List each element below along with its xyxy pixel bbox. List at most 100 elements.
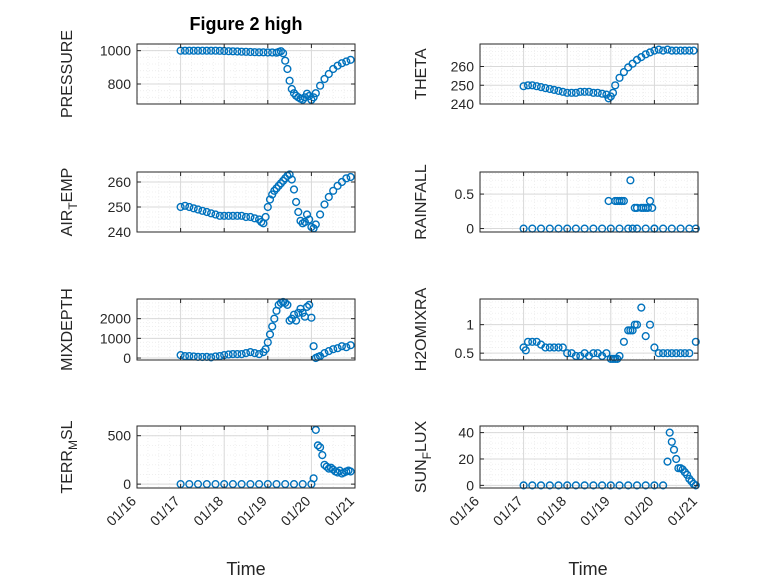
subplot-h2omixra: 0.5 1 H2OMIXRA (413, 287, 700, 371)
data-point (324, 192, 333, 202)
data-point (650, 343, 659, 352)
x-tick-label: 01/17 (490, 493, 526, 529)
axes-box (479, 425, 699, 489)
data-point (207, 46, 216, 55)
data-point (265, 195, 275, 204)
data-point (250, 214, 259, 223)
data-point (536, 481, 546, 490)
data-point (189, 204, 198, 213)
data-point (263, 202, 272, 212)
data-point (283, 64, 292, 74)
data-point (672, 454, 681, 464)
y-tick-label: 260 (451, 59, 475, 75)
data-point (558, 87, 567, 96)
data-point (276, 47, 286, 56)
data-point (342, 57, 351, 66)
data-point (265, 330, 275, 339)
data-point (333, 344, 342, 353)
y-tick-label: 1000 (100, 330, 131, 346)
data-point (676, 46, 685, 55)
data-point (615, 351, 624, 361)
data-point (263, 338, 272, 347)
data-point (658, 481, 668, 490)
data-point (641, 50, 650, 59)
y-axis-label: H2OMIXRA (413, 287, 430, 371)
data-point (545, 481, 554, 490)
data-point (287, 175, 296, 184)
data-point (589, 88, 598, 97)
x-tick-label: 01/21 (321, 493, 357, 529)
data-point (691, 337, 700, 346)
data-point (669, 445, 679, 454)
data-point (602, 349, 611, 358)
data-point (270, 314, 279, 323)
y-axis-label: PRESSURE (59, 30, 76, 118)
subplot-theta: 240 250 260 THETA (413, 43, 699, 112)
data-point (641, 332, 650, 341)
data-point (558, 343, 567, 352)
data-point (324, 347, 333, 356)
subplot-rainfall: 0 0.5 RAINFALL (413, 164, 700, 240)
data-point (228, 350, 238, 359)
y-axis-label: SUNFLUX (413, 421, 434, 494)
data-point (198, 206, 207, 215)
axes-box (479, 43, 699, 105)
data-point (228, 47, 238, 56)
data-point (615, 73, 624, 82)
data-point (198, 46, 207, 55)
y-tick-label: 250 (108, 199, 132, 215)
data-point (320, 200, 329, 209)
x-tick-label: 01/16 (446, 493, 482, 529)
data-point (604, 94, 613, 103)
data-point (663, 457, 672, 466)
x-axis-label-right: Time (568, 559, 607, 579)
data-point (324, 69, 333, 79)
data-point (619, 196, 629, 206)
data-point (322, 462, 331, 471)
data-point (228, 211, 238, 220)
data-point (571, 88, 581, 97)
data-point (261, 212, 270, 222)
data-point (541, 83, 550, 93)
data-point (571, 481, 581, 490)
data-point (682, 470, 692, 479)
x-tick-label: 01/18 (190, 493, 226, 529)
data-point (263, 48, 272, 57)
data-point (685, 349, 694, 358)
data-point (224, 350, 233, 359)
x-tick-label: 01/21 (664, 493, 700, 529)
data-point (193, 205, 203, 214)
data-point (645, 196, 655, 206)
data-point (342, 343, 351, 352)
data-point (626, 176, 635, 185)
data-point (580, 481, 589, 490)
y-tick-label: 0 (123, 350, 131, 366)
data-point (215, 46, 224, 55)
data-point (667, 46, 676, 55)
subplot-sun-flux: 0 20 40 01/16 01/17 01/18 01/19 01/20 01/21 SUNFL… (413, 421, 700, 529)
data-point (224, 47, 233, 56)
data-point (189, 46, 198, 55)
data-point (658, 46, 668, 55)
data-point (549, 85, 559, 95)
data-point (289, 185, 299, 194)
data-point (685, 46, 694, 55)
data-point (637, 303, 646, 312)
x-tick-label: 01/19 (577, 493, 613, 529)
x-tick-label: 01/18 (533, 493, 569, 529)
x-tick-label: 01/20 (277, 493, 313, 529)
data-point (283, 300, 292, 310)
data-point (294, 308, 303, 317)
data-point (619, 67, 629, 77)
data-point (316, 81, 325, 90)
data-point (545, 84, 554, 94)
y-tick-label: 800 (108, 76, 132, 92)
data-point (241, 349, 251, 358)
data-point (346, 172, 355, 182)
data-point (316, 443, 325, 452)
data-point (270, 186, 279, 195)
data-point (261, 345, 270, 354)
data-point (255, 350, 264, 359)
data-point (237, 350, 246, 359)
